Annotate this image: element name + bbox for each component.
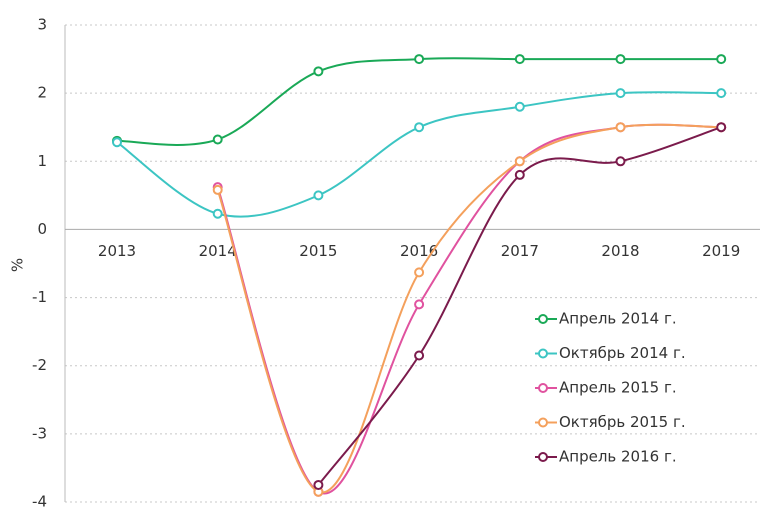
point-marker	[514, 156, 525, 167]
legend-label: Октябрь 2015 г.	[559, 413, 686, 431]
legend-marker	[538, 348, 548, 359]
point-marker	[112, 137, 122, 148]
x-tick-label: 2017	[501, 242, 539, 260]
point-marker	[615, 122, 626, 133]
point-marker	[716, 88, 727, 99]
point-marker	[615, 54, 626, 65]
point-marker	[313, 190, 324, 201]
point-marker	[212, 208, 223, 219]
series-line	[116, 91, 722, 218]
point-marker	[514, 54, 525, 65]
y-tick-label: 1	[37, 152, 47, 170]
x-tick-label: 2018	[601, 242, 639, 260]
y-axis-label: %	[9, 258, 27, 272]
point-marker	[514, 101, 525, 112]
point-marker	[212, 134, 223, 145]
legend-marker	[538, 417, 548, 428]
legend-label: Апрель 2016 г.	[559, 448, 677, 466]
point-marker	[414, 350, 425, 361]
y-tick-label: -1	[32, 288, 47, 306]
point-marker	[414, 267, 425, 278]
point-marker	[514, 169, 525, 180]
y-tick-label: -2	[32, 356, 47, 374]
x-tick-label: 2015	[299, 242, 337, 260]
y-tick-label: 2	[37, 84, 47, 102]
x-tick-label: 2014	[199, 242, 237, 260]
x-tick-label: 2013	[98, 242, 136, 260]
legend-label: Апрель 2015 г.	[559, 379, 677, 397]
y-tick-label: -4	[32, 493, 47, 510]
legend-marker	[538, 452, 548, 462]
point-marker	[313, 479, 324, 490]
point-marker	[414, 299, 425, 310]
legend-label: Апрель 2014 г.	[559, 310, 677, 328]
point-marker	[212, 184, 223, 195]
point-marker	[615, 156, 626, 167]
legend-label: Октябрь 2014 г.	[559, 344, 686, 362]
y-tick-label: 3	[37, 16, 47, 34]
x-tick-label: 2016	[400, 242, 438, 260]
y-tick-label: 0	[37, 220, 47, 238]
point-marker	[414, 54, 425, 65]
y-tick-label: -3	[32, 424, 47, 442]
legend-marker	[538, 383, 548, 393]
point-marker	[716, 122, 727, 133]
legend-marker	[538, 314, 548, 324]
point-marker	[414, 122, 425, 133]
x-tick-label: 2019	[702, 242, 740, 260]
point-marker	[313, 66, 324, 77]
series-line	[317, 126, 722, 486]
point-marker	[716, 54, 727, 65]
point-marker	[615, 88, 626, 99]
